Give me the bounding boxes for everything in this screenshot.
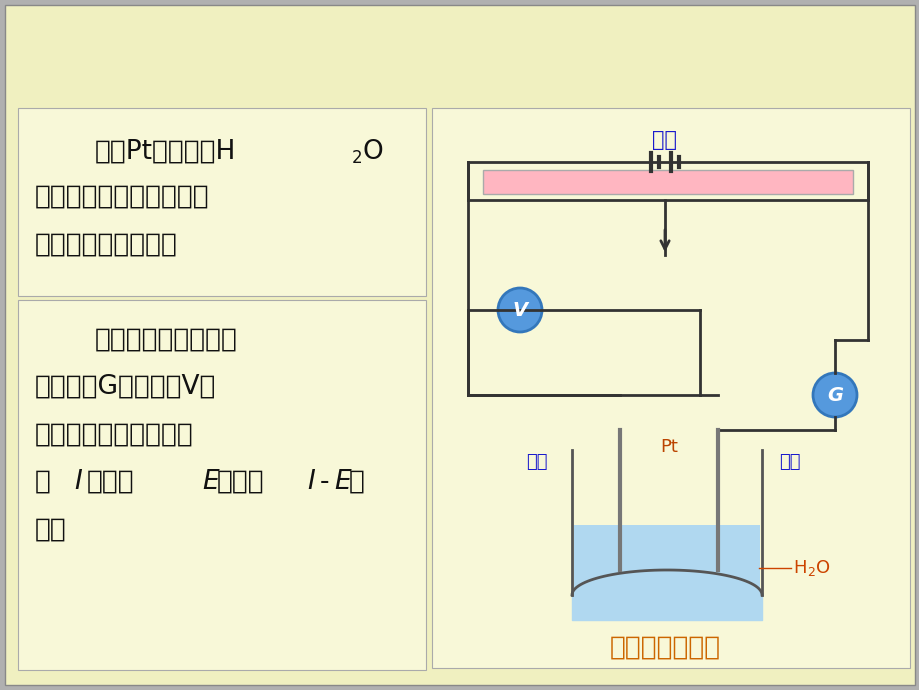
Circle shape — [497, 288, 541, 332]
Text: 和电压: 和电压 — [87, 469, 134, 495]
Bar — [482, 170, 852, 194]
Text: E: E — [202, 469, 219, 495]
Text: -: - — [320, 469, 329, 495]
Text: V: V — [512, 301, 527, 319]
Text: 度: 度 — [35, 469, 51, 495]
Text: 2: 2 — [352, 149, 362, 167]
Text: 电源: 电源 — [652, 130, 676, 150]
Text: G: G — [826, 386, 842, 404]
Text: O: O — [815, 559, 829, 577]
Text: I: I — [307, 469, 314, 495]
Bar — [573, 525, 759, 595]
Text: I: I — [74, 469, 82, 495]
Text: 2: 2 — [806, 566, 814, 578]
Text: 线。: 线。 — [35, 517, 67, 543]
Bar — [18, 300, 425, 670]
Text: 阳极: 阳极 — [526, 453, 547, 471]
Text: 曲: 曲 — [348, 469, 365, 495]
Text: E: E — [334, 469, 350, 495]
Text: 实验装置如图所示。: 实验装置如图所示。 — [35, 232, 177, 258]
Text: 阴极: 阴极 — [778, 453, 800, 471]
Text: ，加入中性盐用来导电，: ，加入中性盐用来导电， — [35, 184, 210, 210]
Text: Pt: Pt — [659, 438, 677, 456]
Text: 别测定线路中的电流强: 别测定线路中的电流强 — [35, 422, 194, 448]
Text: ，画出: ，画出 — [217, 469, 265, 495]
Text: 逐渐增加外加电压，: 逐渐增加外加电压， — [95, 327, 238, 353]
Bar — [18, 108, 425, 296]
Text: 使用Pt电极电解H: 使用Pt电极电解H — [95, 139, 236, 165]
Text: H: H — [792, 559, 806, 577]
Text: O: O — [363, 139, 383, 165]
Text: 分解电压的测定: 分解电压的测定 — [608, 635, 720, 661]
Bar — [432, 108, 909, 668]
Circle shape — [812, 373, 857, 417]
Text: 由安培计G和伏特计V分: 由安培计G和伏特计V分 — [35, 374, 216, 400]
